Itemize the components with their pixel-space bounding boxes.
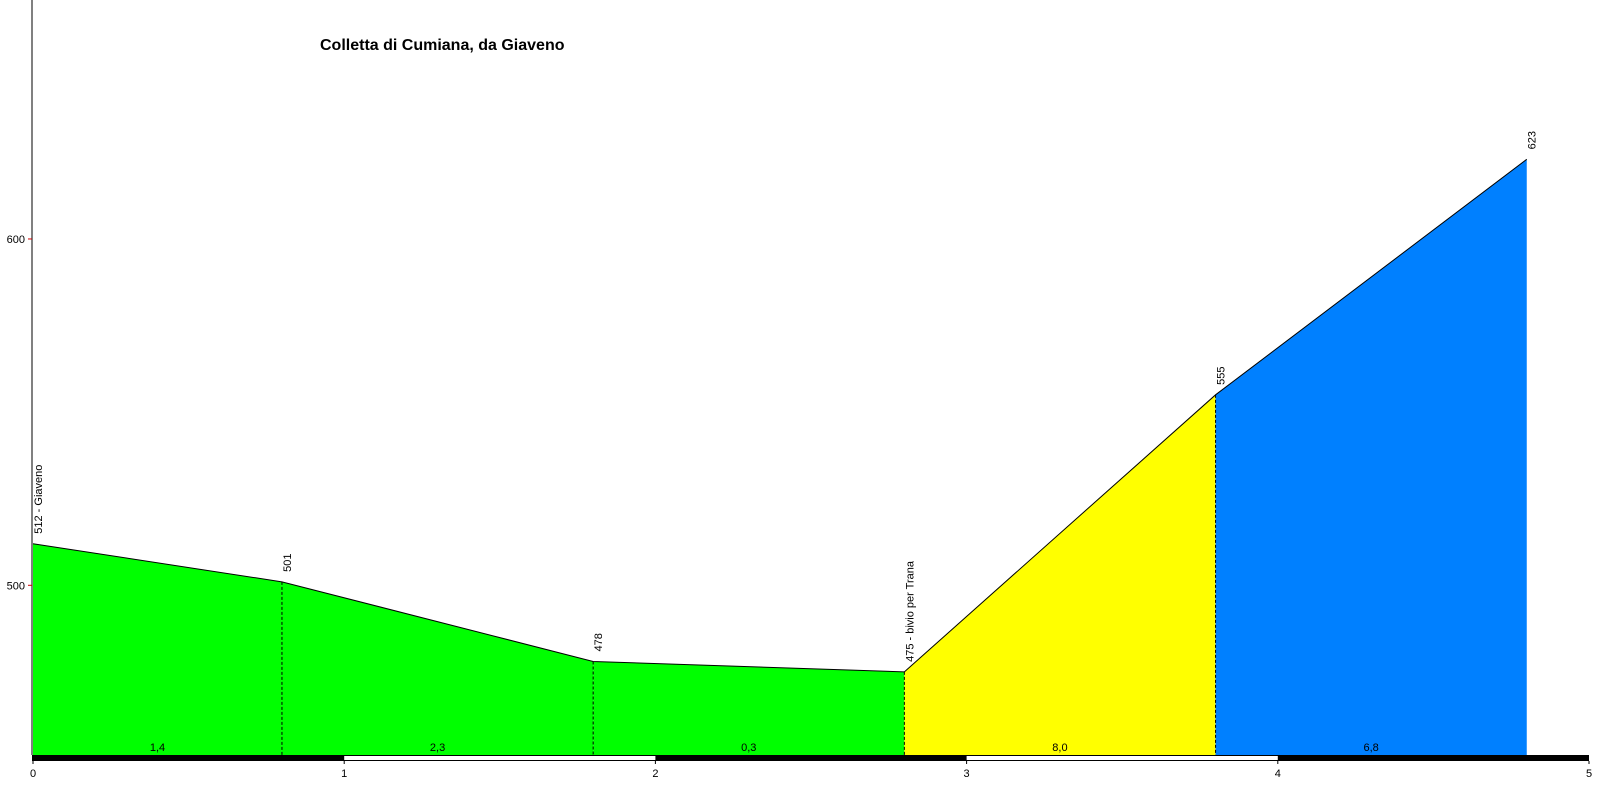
profile-segment xyxy=(593,661,905,755)
point-label: 475 - bivio per Trana xyxy=(904,560,916,662)
x-tick-label: 1 xyxy=(341,768,347,780)
point-label: 555 xyxy=(1216,366,1228,384)
profile-segment xyxy=(281,581,594,755)
point-label: 512 - Giaveno xyxy=(33,465,45,534)
profile-segment xyxy=(1215,159,1527,756)
profile-segment xyxy=(904,394,1216,755)
profile-line xyxy=(32,158,1528,673)
gradient-label: 6,8 xyxy=(1364,742,1379,754)
point-label: 501 xyxy=(282,553,294,571)
gradient-label: 0,3 xyxy=(741,742,756,754)
profile-segment xyxy=(33,543,282,755)
x-tick-label: 2 xyxy=(652,768,658,780)
distance-bar xyxy=(32,755,1589,761)
y-tick-label: 500 xyxy=(7,580,25,592)
point-label: 623 xyxy=(1527,131,1539,149)
distance-bar-segment xyxy=(966,756,1278,760)
y-tick-label: 600 xyxy=(7,234,25,246)
distance-bar-segment xyxy=(344,756,656,760)
gradient-label: 2,3 xyxy=(430,742,445,754)
point-label: 478 xyxy=(593,633,605,651)
gradient-label: 8,0 xyxy=(1052,742,1067,754)
gradient-label: 1,4 xyxy=(150,742,165,754)
x-tick-label: 0 xyxy=(30,768,36,780)
chart-title: Colletta di Cumiana, da Giaveno xyxy=(320,37,565,54)
x-tick-label: 5 xyxy=(1586,768,1592,780)
x-tick-label: 3 xyxy=(964,768,970,780)
x-tick-label: 4 xyxy=(1275,768,1281,780)
